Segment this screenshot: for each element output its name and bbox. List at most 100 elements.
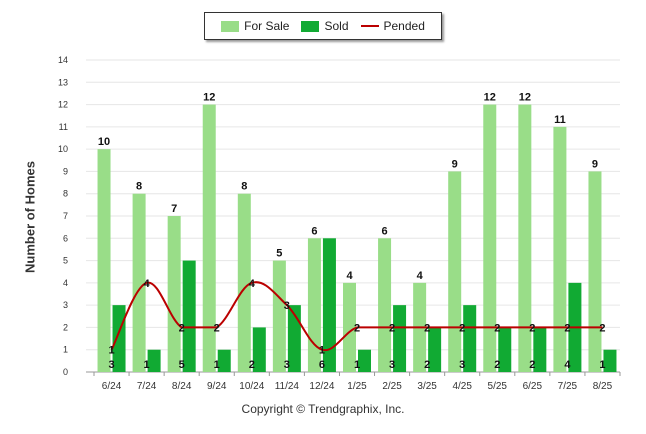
bar-for-sale: [588, 171, 602, 372]
label-sold: 2: [249, 359, 255, 371]
bar-for-sale: [483, 104, 497, 373]
label-for-sale: 7: [171, 203, 177, 215]
label-for-sale: 12: [203, 92, 215, 104]
bar-sold: [498, 327, 512, 372]
y-tick-label: 1: [63, 345, 68, 355]
label-sold: 3: [389, 359, 395, 371]
y-tick-label: 12: [58, 100, 68, 110]
label-sold: 4: [564, 359, 571, 371]
y-tick-label: 8: [63, 189, 68, 199]
label-pended: 2: [459, 322, 465, 334]
x-tick-label: 11/24: [275, 381, 300, 392]
y-axis-label: Number of Homes: [22, 161, 38, 273]
bar-for-sale: [237, 193, 251, 372]
x-tick-label: 8/24: [172, 381, 192, 392]
bar-for-sale: [132, 193, 146, 372]
label-for-sale: 4: [346, 270, 353, 282]
bar-sold: [322, 238, 336, 372]
label-sold: 2: [529, 359, 535, 371]
label-for-sale: 9: [452, 158, 458, 170]
bar-sold: [147, 349, 161, 372]
bar-for-sale: [97, 149, 111, 372]
bar-sold: [287, 305, 301, 372]
legend-item-sold[interactable]: Sold: [301, 19, 349, 33]
x-tick-label: 5/25: [488, 381, 508, 392]
pended-swatch: [360, 25, 379, 27]
x-tick-label: 6/25: [523, 381, 543, 392]
label-sold: 3: [459, 359, 465, 371]
x-tick-label: 10/24: [239, 381, 264, 392]
y-tick-label: 4: [63, 278, 68, 288]
x-tick-label: 1/25: [347, 381, 367, 392]
label-pended: 4: [144, 278, 151, 290]
label-for-sale: 12: [519, 92, 531, 104]
bar-sold: [393, 305, 407, 372]
bar-sold: [533, 327, 547, 372]
bar-for-sale: [343, 282, 356, 372]
label-pended: 2: [564, 322, 570, 334]
x-tick-label: 4/25: [452, 381, 472, 392]
label-sold: 1: [599, 359, 605, 371]
legend-label-pended: Pended: [383, 19, 425, 33]
x-tick-label: 9/24: [207, 381, 227, 392]
bar-sold: [463, 305, 477, 372]
label-pended: 2: [494, 322, 500, 334]
bar-sold: [182, 260, 196, 372]
label-for-sale: 6: [311, 225, 317, 237]
pended-line: [110, 281, 603, 352]
label-pended: 4: [249, 278, 256, 290]
bar-for-sale: [378, 238, 392, 372]
copyright-text: Copyright © Trendgraphix, Inc.: [241, 402, 405, 416]
y-tick-label: 7: [63, 211, 68, 221]
label-sold: 2: [424, 359, 430, 371]
label-pended: 2: [214, 322, 220, 334]
label-for-sale: 11: [554, 114, 566, 126]
x-tick-label: 7/25: [558, 381, 578, 392]
label-pended: 2: [424, 322, 430, 334]
y-tick-label: 9: [63, 166, 68, 176]
bar-for-sale: [307, 238, 321, 372]
y-tick-label: 10: [58, 144, 68, 154]
label-for-sale: 6: [382, 225, 388, 237]
y-tick-label: 11: [59, 122, 68, 132]
label-for-sale: 4: [417, 270, 424, 282]
label-pended: 2: [529, 322, 535, 334]
y-tick-label: 2: [63, 322, 68, 332]
label-sold: 3: [284, 359, 290, 371]
y-tick-label: 14: [58, 55, 68, 65]
bar-for-sale: [167, 216, 181, 372]
label-sold: 1: [144, 359, 150, 371]
label-sold: 1: [354, 359, 360, 371]
label-sold: 3: [108, 359, 114, 371]
bar-for-sale: [448, 171, 462, 372]
label-pended: 1: [319, 345, 325, 357]
label-pended: 2: [599, 322, 605, 334]
label-pended: 2: [179, 322, 185, 334]
bar-sold: [603, 349, 617, 372]
label-sold: 5: [179, 359, 185, 371]
legend-item-pended[interactable]: Pended: [360, 19, 425, 33]
for-sale-swatch: [221, 20, 240, 32]
legend-label-sold: Sold: [324, 19, 349, 33]
legend-item-for-sale[interactable]: For Sale: [221, 19, 289, 33]
y-tick-label: 5: [63, 256, 68, 266]
bar-for-sale: [518, 104, 532, 373]
label-sold: 6: [319, 359, 325, 371]
x-tick-label: 7/24: [137, 381, 157, 392]
x-tick-label: 6/24: [102, 381, 122, 392]
label-pended: 2: [354, 322, 360, 334]
label-for-sale: 9: [592, 158, 598, 170]
y-tick-label: 6: [63, 233, 68, 243]
label-for-sale: 8: [241, 181, 247, 193]
bar-sold: [252, 327, 266, 372]
bar-sold: [428, 327, 442, 372]
label-for-sale: 12: [484, 92, 496, 104]
x-tick-label: 12/24: [309, 381, 334, 392]
label-pended: 2: [389, 322, 395, 334]
pended-line-layer: [110, 281, 603, 352]
bar-for-sale: [202, 104, 216, 373]
sold-swatch: [301, 20, 320, 32]
bar-for-sale: [553, 126, 567, 372]
